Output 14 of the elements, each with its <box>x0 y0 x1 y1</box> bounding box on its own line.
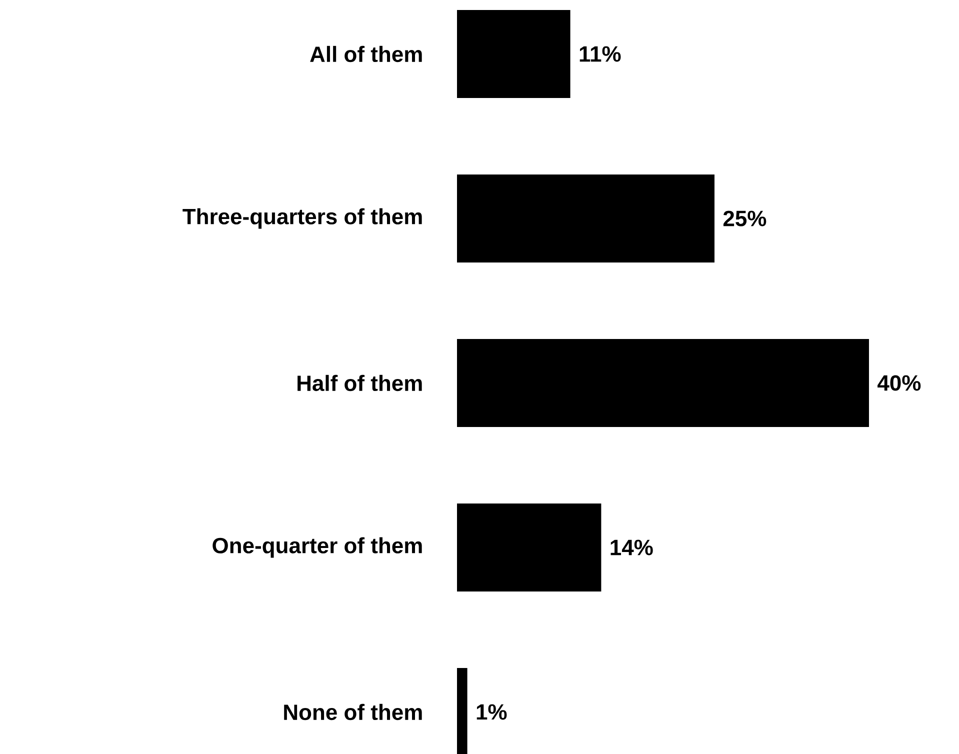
bar <box>457 503 602 592</box>
y-tick-label: Half of them <box>298 374 422 392</box>
data-label: 11% <box>580 46 621 62</box>
bar <box>457 338 869 427</box>
data-label: 14% <box>610 540 653 556</box>
y-tick-label: None of them <box>284 704 422 720</box>
bar <box>457 10 570 98</box>
data-label: 40% <box>878 375 921 391</box>
data-label: 25% <box>723 210 766 226</box>
y-tick-label: One-quarter of them <box>212 537 422 558</box>
y-tick-label: All of them <box>310 46 422 62</box>
y-tick-label: Three-quarters of them <box>182 208 422 229</box>
data-label: 1% <box>476 704 507 720</box>
bar <box>457 174 714 262</box>
